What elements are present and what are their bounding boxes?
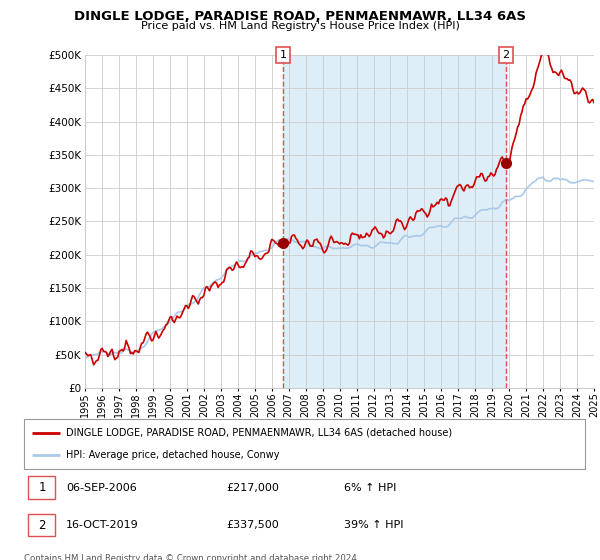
Text: Contains HM Land Registry data © Crown copyright and database right 2024.
This d: Contains HM Land Registry data © Crown c…: [24, 554, 359, 560]
Bar: [28, 477, 55, 499]
Text: 1: 1: [38, 481, 46, 494]
Text: 06-SEP-2006: 06-SEP-2006: [66, 483, 137, 493]
Text: Price paid vs. HM Land Registry's House Price Index (HPI): Price paid vs. HM Land Registry's House …: [140, 21, 460, 31]
Text: £217,000: £217,000: [226, 483, 279, 493]
Text: 2: 2: [502, 50, 509, 60]
Bar: [283, 55, 506, 388]
Text: 2: 2: [38, 519, 46, 531]
Text: 16-OCT-2019: 16-OCT-2019: [66, 520, 139, 530]
Text: 1: 1: [280, 50, 287, 60]
Bar: [28, 514, 55, 536]
Text: £337,500: £337,500: [226, 520, 279, 530]
Text: 39% ↑ HPI: 39% ↑ HPI: [344, 520, 403, 530]
Text: DINGLE LODGE, PARADISE ROAD, PENMAENMAWR, LL34 6AS (detached house): DINGLE LODGE, PARADISE ROAD, PENMAENMAWR…: [66, 428, 452, 438]
Text: DINGLE LODGE, PARADISE ROAD, PENMAENMAWR, LL34 6AS: DINGLE LODGE, PARADISE ROAD, PENMAENMAWR…: [74, 10, 526, 23]
Text: HPI: Average price, detached house, Conwy: HPI: Average price, detached house, Conw…: [66, 450, 280, 460]
Text: 6% ↑ HPI: 6% ↑ HPI: [344, 483, 396, 493]
